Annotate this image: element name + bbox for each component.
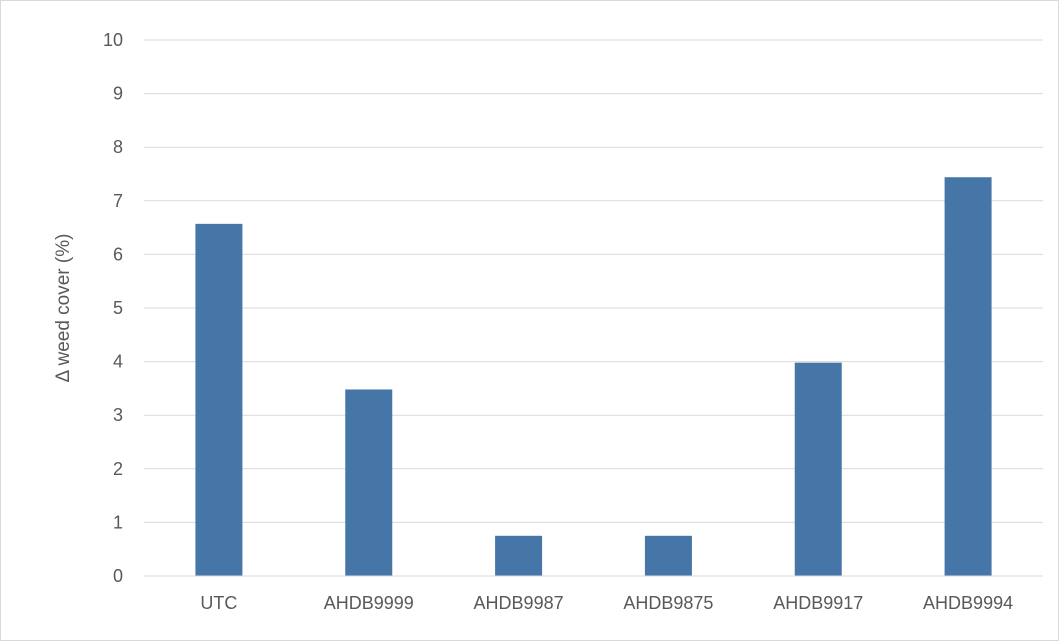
- y-tick-label: 7: [113, 191, 123, 211]
- x-axis-tick-labels: UTC AHDB9999 AHDB9987 AHDB9875 AHDB9917 AHDB9…: [200, 593, 1013, 613]
- bars: [195, 177, 992, 576]
- gridlines: [144, 39, 1043, 523]
- y-axis-title: Δ weed cover (%): [53, 234, 74, 383]
- x-tick-label: AHDB9999: [324, 593, 414, 613]
- x-tick-label: UTC: [200, 593, 237, 613]
- y-tick-label: 8: [113, 137, 123, 157]
- y-tick-label: 6: [113, 244, 123, 264]
- y-axis-tick-labels: 0 1 2 3 4 5 6 7 8 9 10: [103, 30, 123, 586]
- y-tick-label: 1: [113, 512, 123, 532]
- y-tick-label: 4: [113, 352, 123, 372]
- bar-ahdb9999: [345, 389, 393, 576]
- x-tick-label: AHDB9875: [623, 593, 713, 613]
- bar-ahdb9994: [944, 177, 992, 576]
- bar-utc: [195, 223, 243, 576]
- y-tick-label: 3: [113, 405, 123, 425]
- x-tick-label: AHDB9994: [923, 593, 1013, 613]
- y-tick-label: 10: [103, 30, 123, 50]
- bar-ahdb9875: [644, 535, 692, 576]
- y-tick-label: 0: [113, 566, 123, 586]
- y-tick-label: 5: [113, 298, 123, 318]
- y-tick-label: 9: [113, 84, 123, 104]
- bar-ahdb9917: [794, 362, 842, 576]
- y-tick-label: 2: [113, 459, 123, 479]
- x-tick-label: AHDB9917: [773, 593, 863, 613]
- x-tick-label: AHDB9987: [474, 593, 564, 613]
- bar-ahdb9987: [495, 535, 543, 576]
